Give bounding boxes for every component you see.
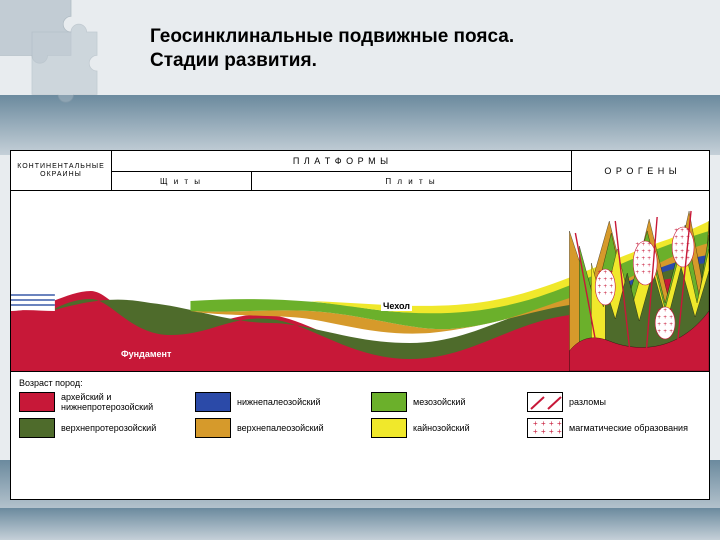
- hdr-shields: Щ и т ы: [111, 171, 251, 191]
- svg-text:+: +: [635, 256, 639, 262]
- legend-swatch: [19, 418, 55, 438]
- svg-text:+: +: [641, 263, 645, 269]
- svg-text:+: +: [674, 228, 678, 234]
- svg-text:+: +: [598, 284, 602, 290]
- hdr-continental-margins: КОНТИНЕНТАЛЬНЫЕ ОКРАИНЫ: [11, 151, 111, 191]
- bg-stripe: [0, 508, 720, 540]
- legend-swatch: [195, 392, 231, 412]
- geologic-diagram: КОНТИНЕНТАЛЬНЫЕ ОКРАИНЫ П Л А Т Ф О Р М …: [10, 150, 710, 500]
- legend-swatch: [19, 392, 55, 412]
- svg-text:+: +: [680, 256, 684, 262]
- svg-text:+: +: [674, 256, 678, 262]
- svg-text:+: +: [663, 308, 667, 314]
- svg-text:+: +: [674, 242, 678, 248]
- svg-text:+: +: [647, 242, 651, 248]
- svg-text:+: +: [669, 315, 673, 321]
- svg-text:+: +: [680, 228, 684, 234]
- legend-item: кайнозойский: [371, 418, 521, 438]
- puzzle-decor-icon: [0, 0, 110, 110]
- svg-text:+: +: [647, 256, 651, 262]
- title-line-1: Геосинклинальные подвижные пояса.: [150, 25, 690, 49]
- svg-text:+: +: [549, 427, 554, 436]
- svg-text:+: +: [657, 329, 661, 335]
- legend-item: архейский и нижнепротерозойский: [19, 392, 189, 412]
- svg-text:+: +: [669, 308, 673, 314]
- legend-label: разломы: [569, 397, 606, 407]
- legend-label: магматические образования: [569, 423, 688, 433]
- svg-text:+: +: [604, 291, 608, 297]
- legend-label: мезозойский: [413, 397, 465, 407]
- title-line-2: Стадии развития.: [150, 49, 690, 73]
- svg-text:+: +: [604, 277, 608, 283]
- svg-text:+: +: [635, 270, 639, 276]
- legend-item: нижнепалеозойский: [195, 392, 365, 412]
- svg-text:+: +: [604, 270, 608, 276]
- svg-text:+: +: [604, 284, 608, 290]
- legend-swatch: [371, 418, 407, 438]
- svg-text:+: +: [674, 249, 678, 255]
- legend-title: Возраст пород:: [19, 378, 701, 388]
- svg-text:+: +: [598, 277, 602, 283]
- annot-cover: Чехол: [381, 301, 412, 311]
- svg-text:+: +: [641, 270, 645, 276]
- legend-item: разломы: [527, 392, 697, 412]
- legend-label: архейский и нижнепротерозойский: [61, 392, 189, 412]
- svg-text:+: +: [680, 242, 684, 248]
- svg-text:+: +: [663, 329, 667, 335]
- cross-section: ++++++++++++++++++++++++++++++++++++++++…: [11, 191, 709, 371]
- legend-grid: архейский и нижнепротерозойский нижнепале…: [19, 392, 701, 438]
- svg-text:+: +: [641, 256, 645, 262]
- svg-text:+: +: [680, 249, 684, 255]
- svg-text:+: +: [657, 308, 661, 314]
- legend-label: нижнепалеозойский: [237, 397, 321, 407]
- legend-swatch: ++++++++: [527, 418, 563, 438]
- legend-label: верхнепротерозойский: [61, 423, 156, 433]
- svg-text:+: +: [663, 315, 667, 321]
- svg-text:+: +: [647, 249, 651, 255]
- legend-item: ++++++++ магматические образования: [527, 418, 697, 438]
- svg-text:+: +: [657, 315, 661, 321]
- svg-text:+: +: [610, 277, 614, 283]
- svg-text:+: +: [541, 427, 546, 436]
- svg-text:+: +: [674, 235, 678, 241]
- legend-item: верхнепалеозойский: [195, 418, 365, 438]
- legend-item: мезозойский: [371, 392, 521, 412]
- annot-basement: Фундамент: [121, 349, 171, 359]
- svg-text:+: +: [647, 263, 651, 269]
- svg-text:+: +: [663, 322, 667, 328]
- hdr-platforms: П Л А Т Ф О Р М Ы: [111, 151, 571, 171]
- svg-text:+: +: [557, 427, 562, 436]
- svg-text:+: +: [610, 284, 614, 290]
- svg-text:+: +: [641, 249, 645, 255]
- svg-text:+: +: [635, 263, 639, 269]
- legend-label: верхнепалеозойский: [237, 423, 324, 433]
- svg-text:+: +: [598, 291, 602, 297]
- svg-text:+: +: [610, 270, 614, 276]
- legend-label: кайнозойский: [413, 423, 470, 433]
- svg-text:+: +: [657, 322, 661, 328]
- svg-text:+: +: [669, 329, 673, 335]
- svg-text:+: +: [533, 427, 538, 436]
- legend-swatch: [371, 392, 407, 412]
- svg-text:+: +: [610, 291, 614, 297]
- svg-text:+: +: [680, 235, 684, 241]
- legend-swatch: [195, 418, 231, 438]
- legend-item: верхнепротерозойский: [19, 418, 189, 438]
- svg-text:+: +: [598, 270, 602, 276]
- hdr-plates: П л и т ы: [251, 171, 571, 191]
- page-title: Геосинклинальные подвижные пояса. Стадии…: [150, 25, 690, 73]
- svg-text:+: +: [641, 242, 645, 248]
- svg-text:+: +: [635, 242, 639, 248]
- legend: Возраст пород: архейский и нижнепротероз…: [11, 371, 709, 442]
- svg-text:+: +: [647, 270, 651, 276]
- diagram-header: КОНТИНЕНТАЛЬНЫЕ ОКРАИНЫ П Л А Т Ф О Р М …: [11, 151, 709, 191]
- legend-swatch: [527, 392, 563, 412]
- svg-text:+: +: [669, 322, 673, 328]
- hdr-orogens: О Р О Г Е Н Ы: [571, 151, 711, 191]
- svg-text:+: +: [635, 249, 639, 255]
